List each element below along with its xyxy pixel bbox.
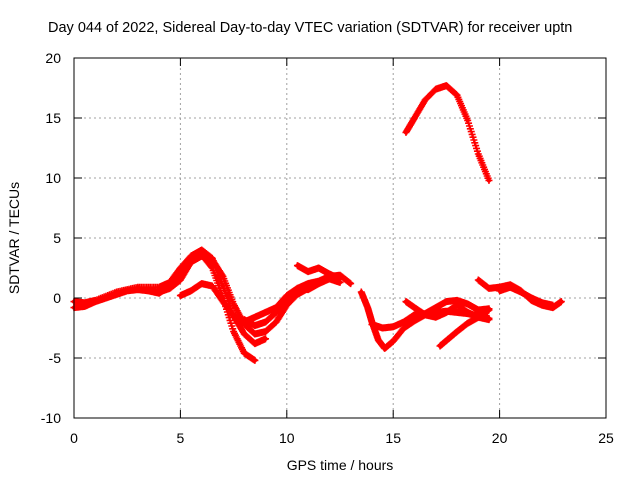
y-axis-label: SDTVAR / TECUs [6, 182, 22, 294]
x-tick-label: 10 [279, 430, 295, 446]
series-markers [144, 252, 312, 338]
grid-lines [74, 58, 606, 418]
data-points [70, 82, 565, 364]
series-markers [293, 262, 344, 283]
x-tick-label: 5 [177, 430, 185, 446]
chart-title: Day 044 of 2022, Sidereal Day-to-day VTE… [48, 20, 572, 36]
series-track-2 [70, 246, 270, 348]
x-tick-label: 25 [598, 430, 614, 446]
y-tick-label: 10 [45, 170, 61, 186]
series-track-12 [496, 283, 557, 309]
y-tick-label: 5 [53, 230, 61, 246]
x-tick-label: 0 [70, 430, 78, 446]
series-markers [402, 82, 493, 184]
x-tick-label: 20 [492, 430, 508, 446]
x-tick-label: 15 [385, 430, 401, 446]
series-track-6 [293, 262, 344, 283]
axis-ticks: 0 5 10 15 20 25 -10 -5 0 5 10 15 20 [41, 50, 614, 446]
x-axis-label: GPS time / hours [287, 457, 394, 473]
y-tick-label: -5 [49, 350, 62, 366]
series-markers [70, 246, 270, 348]
series-markers [496, 283, 557, 309]
series-markers [436, 306, 493, 350]
y-tick-label: 15 [45, 110, 61, 126]
y-tick-label: 0 [53, 290, 61, 306]
y-tick-label: 20 [45, 50, 61, 66]
series-track-13 [402, 82, 493, 184]
series-track-10 [436, 306, 493, 350]
y-tick-label: -10 [41, 410, 61, 426]
